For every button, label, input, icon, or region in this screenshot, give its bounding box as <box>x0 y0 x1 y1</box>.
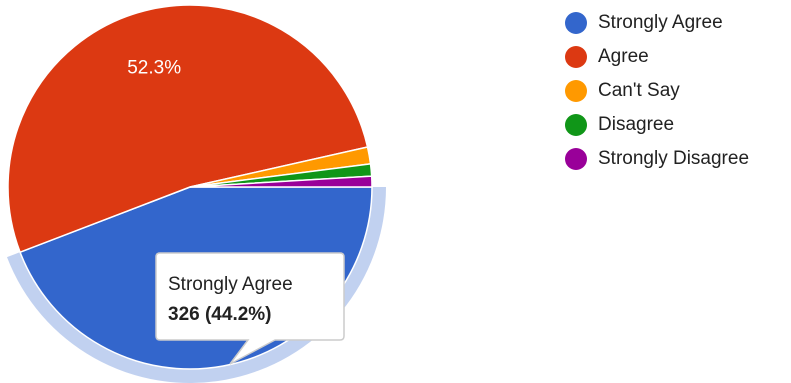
tooltip: Strongly Agree 326 (44.2%) <box>155 252 345 365</box>
legend: Strongly Agree Agree Can't Say Disagree … <box>565 6 749 176</box>
legend-item-strongly-disagree[interactable]: Strongly Disagree <box>565 142 749 176</box>
legend-label: Disagree <box>598 114 675 135</box>
legend-label: Agree <box>598 46 649 67</box>
legend-item-agree[interactable]: Agree <box>565 40 749 74</box>
pie-slice-strongly-disagree[interactable] <box>189 175 373 188</box>
legend-label: Can't Say <box>598 80 680 101</box>
legend-swatch <box>565 80 587 102</box>
legend-item-strongly-agree[interactable]: Strongly Agree <box>565 6 749 40</box>
legend-swatch <box>565 46 587 68</box>
legend-swatch <box>565 148 587 170</box>
tooltip-value: 326 (44.2%) <box>168 304 272 325</box>
legend-label: Strongly Disagree <box>598 148 750 169</box>
slice-data-label: 52.3% <box>127 58 181 79</box>
legend-swatch <box>565 12 587 34</box>
legend-item-cant-say[interactable]: Can't Say <box>565 74 749 108</box>
legend-swatch <box>565 114 587 136</box>
tooltip-title: Strongly Agree <box>168 274 293 295</box>
pie-slice-agree[interactable] <box>7 4 369 254</box>
legend-label: Strongly Agree <box>598 12 723 33</box>
legend-item-disagree[interactable]: Disagree <box>565 108 749 142</box>
